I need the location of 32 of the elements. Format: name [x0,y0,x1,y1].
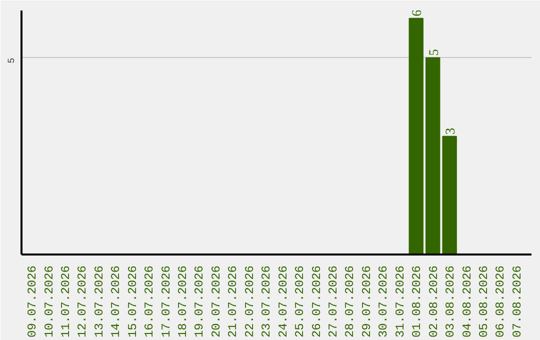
x-tick-label: 14.07.2026 [109,265,124,338]
x-tick-label: 25.07.2026 [293,265,308,338]
x-tick-label: 21.07.2026 [226,265,240,338]
data-label: 5 [426,48,441,56]
x-tick-label: 30.07.2026 [376,265,391,338]
x-tick-label: 05.08.2026 [477,265,492,338]
x-tick-label: 01.08.2026 [410,265,424,338]
x-tick-label: 22.07.2026 [242,265,257,338]
x-tick-label: 06.08.2026 [494,265,508,338]
data-label: 3 [442,127,458,134]
x-tick-label: 02.08.2026 [426,265,441,338]
x-tick-label: 26.07.2026 [310,265,324,338]
x-tick-label: 03.08.2026 [444,265,458,338]
x-tick-label: 28.07.2026 [343,265,358,338]
x-tick-label: 20.07.2026 [209,265,224,338]
x-tick-label: 11.07.2026 [58,265,73,338]
x-tick-label: 27.07.2026 [326,265,341,338]
x-tick-label: 04.08.2026 [460,265,474,338]
x-tick-label: 19.07.2026 [192,265,207,338]
x-tick-label: 29.07.2026 [360,265,374,338]
x-tick-label: 18.07.2026 [176,265,190,338]
x-tick-label: 10.07.2026 [42,265,56,338]
x-tick-label: 12.07.2026 [76,265,90,338]
x-tick-label: 24.07.2026 [276,265,290,338]
x-tick-label: 17.07.2026 [159,265,174,338]
x-tick-label: 16.07.2026 [142,265,157,338]
x-tick-label: 13.07.2026 [92,265,106,338]
x-tick-label: 15.07.2026 [126,265,140,338]
x-tick-label: 23.07.2026 [260,265,274,338]
x-tick-label: 09.07.2026 [26,265,40,338]
x-tick-label: 31.07.2026 [393,265,408,338]
x-tick-label: 07.08.2026 [510,265,524,338]
